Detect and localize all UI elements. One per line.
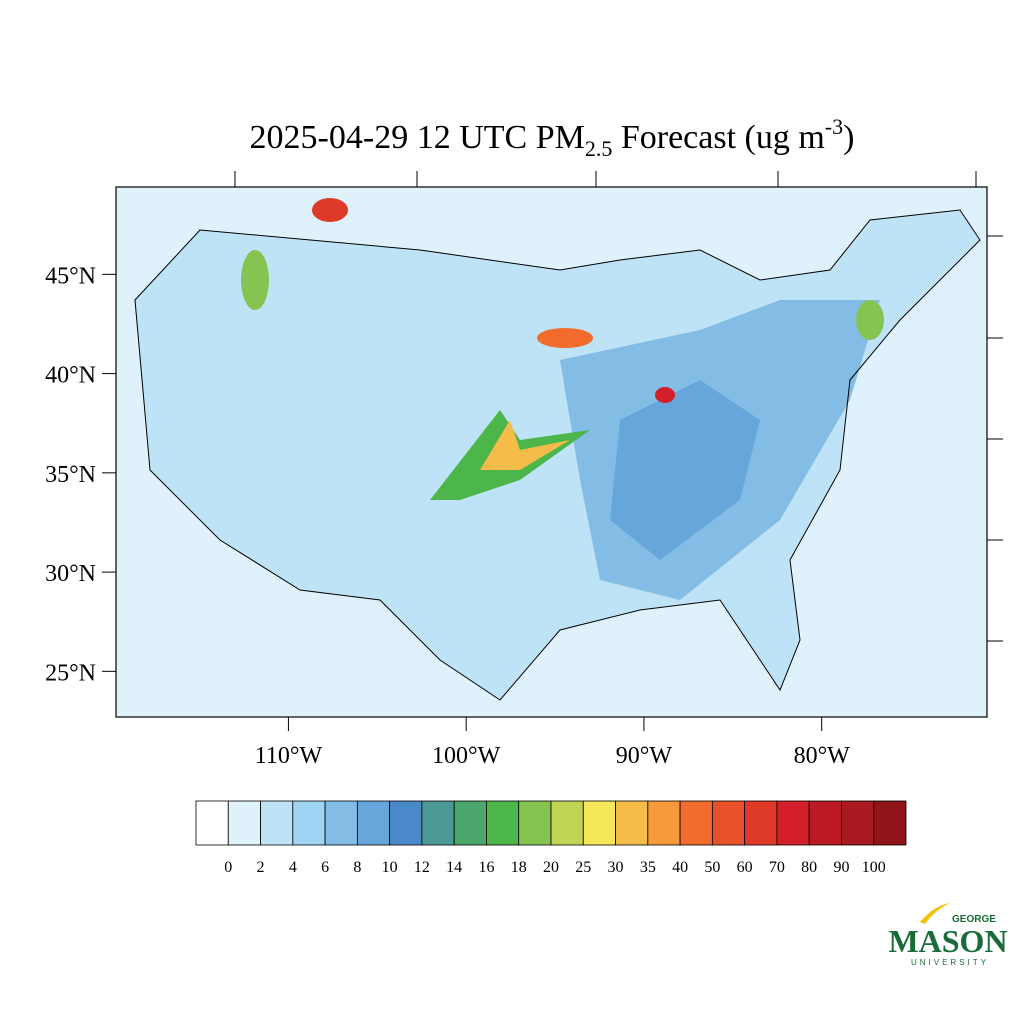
colorbar-label: 0 xyxy=(224,859,232,876)
colorbar-label: 16 xyxy=(478,859,494,876)
lat-label: 45°N xyxy=(45,263,96,289)
title-end: ) xyxy=(843,119,854,156)
colorbar-box xyxy=(744,800,778,846)
east-core xyxy=(610,380,760,560)
colorbar-label: 40 xyxy=(672,859,688,876)
colorbar-box xyxy=(711,800,746,846)
colorbar-label: 50 xyxy=(704,859,720,876)
frame-ticks xyxy=(234,171,1003,642)
colorbar-box xyxy=(615,800,649,846)
logo-bottom: UNIVERSITY xyxy=(911,958,989,967)
colorbar-label: 2 xyxy=(257,859,265,876)
colorbar-box xyxy=(776,800,810,846)
logo-top: GEORGE xyxy=(952,914,996,925)
colorbar-label: 90 xyxy=(833,859,849,876)
hotspot xyxy=(856,300,884,340)
colorbar-label: 18 xyxy=(511,859,527,876)
title: 2025-04-29 12 UTC PM2.5 Forecast (ug m-3… xyxy=(250,114,855,161)
colorbar-box xyxy=(195,800,229,846)
colorbar-box xyxy=(679,800,713,846)
title-main: 2025-04-29 12 UTC PM xyxy=(250,119,585,156)
map-frame xyxy=(115,186,988,718)
colorbar-box xyxy=(292,800,326,846)
colorbar-box xyxy=(486,800,520,846)
colorbar-box xyxy=(647,800,681,846)
colorbar-box xyxy=(518,800,552,846)
logo-swoosh xyxy=(920,903,950,924)
logo-main: MASON xyxy=(888,923,1007,959)
title-superscript: -3 xyxy=(825,114,843,139)
colorbar-label: 12 xyxy=(414,859,430,876)
lon-label: 110°W xyxy=(255,743,323,769)
hotspot xyxy=(312,198,348,222)
colorbar-box xyxy=(582,800,616,846)
colorbar-label: 60 xyxy=(737,859,753,876)
colorbar-box xyxy=(841,800,875,846)
colorbar-box xyxy=(389,800,423,846)
colorbar-box xyxy=(227,800,261,846)
colorbar-label: 10 xyxy=(382,859,398,876)
lat-label: 40°N xyxy=(45,363,96,389)
colorbar-box xyxy=(873,800,907,846)
lat-label: 25°N xyxy=(45,660,96,686)
colorbar-label: 80 xyxy=(801,859,817,876)
map-field xyxy=(116,187,987,717)
lat-label: 30°N xyxy=(45,561,96,587)
colorbar-label: 70 xyxy=(769,859,785,876)
lon-label: 80°W xyxy=(794,743,851,769)
colorbar-label: 14 xyxy=(446,859,462,876)
colorbar-box xyxy=(808,800,842,846)
hotspot xyxy=(537,328,593,348)
colorbar-label: 4 xyxy=(289,859,297,876)
lat-label: 35°N xyxy=(45,462,96,488)
coastline xyxy=(134,209,981,701)
lon-label: 90°W xyxy=(616,743,673,769)
title-middle: Forecast (ug m xyxy=(612,119,824,156)
colorbar-label: 30 xyxy=(608,859,624,876)
colorbar-box xyxy=(356,800,391,846)
colorbar-box xyxy=(260,800,294,846)
colorbar-box xyxy=(324,800,358,846)
hotspot xyxy=(241,250,269,310)
colorbar-box xyxy=(453,800,487,846)
lon-label: 100°W xyxy=(432,743,501,769)
colorbar-label: 8 xyxy=(353,859,361,876)
plume-core xyxy=(480,420,570,470)
hotspot xyxy=(655,387,675,403)
colorbar-label: 25 xyxy=(575,859,591,876)
title-subscript: 2.5 xyxy=(585,136,613,161)
colorbar-box xyxy=(421,800,455,846)
colorbar-box xyxy=(550,800,584,846)
colorbar-label: 6 xyxy=(321,859,329,876)
colorbar-label: 20 xyxy=(543,859,559,876)
colorbar-label: 100 xyxy=(862,859,886,876)
colorbar-label: 35 xyxy=(640,859,656,876)
